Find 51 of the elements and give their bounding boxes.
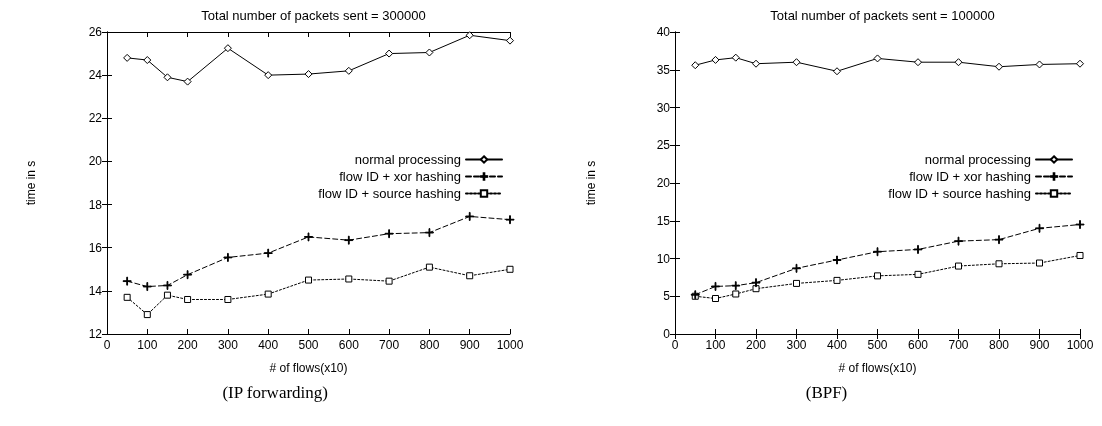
y-tick-label: 25 bbox=[656, 138, 671, 153]
x-tick-label: 900 bbox=[1029, 338, 1050, 352]
x-tick-label: 500 bbox=[867, 338, 888, 352]
x-tick-label: 500 bbox=[298, 338, 319, 352]
x-tick-label: 400 bbox=[826, 338, 848, 352]
legend-label: flow ID + source hashing bbox=[888, 186, 1031, 201]
text: (BPF) bbox=[805, 383, 848, 402]
legend-label: normal processing bbox=[924, 152, 1031, 167]
y-axis-title: time in s bbox=[584, 160, 598, 206]
x-tick-label: 600 bbox=[338, 338, 360, 352]
y-tick-label: 24 bbox=[88, 68, 103, 83]
x-tick-label: 900 bbox=[459, 338, 481, 352]
y-tick-label: 0 bbox=[663, 327, 671, 341]
y-tick-label: 14 bbox=[88, 283, 103, 298]
y-tick-label: 12 bbox=[88, 327, 103, 341]
y-tick-label: 22 bbox=[88, 111, 103, 126]
y-tick-label: 16 bbox=[88, 240, 103, 255]
x-tick-label: 600 bbox=[907, 338, 929, 352]
x-tick-label: 700 bbox=[948, 338, 969, 352]
y-tick-label: 20 bbox=[656, 176, 671, 190]
x-tick-label: 300 bbox=[217, 338, 239, 352]
text: (IP forwarding) bbox=[222, 383, 328, 402]
x-tick-label: 400 bbox=[258, 338, 279, 352]
x-tick-label: 100 bbox=[705, 338, 726, 352]
legend-label: flow ID + source hashing bbox=[318, 186, 461, 201]
y-tick-label: 20 bbox=[88, 154, 103, 169]
legend-label: flow ID + xor hashing bbox=[909, 169, 1031, 184]
x-tick-label: 200 bbox=[177, 338, 198, 352]
x-tick-label: 200 bbox=[745, 338, 767, 352]
x-axis-title: # of flows(x10) bbox=[838, 361, 917, 375]
x-tick-label: 700 bbox=[379, 338, 400, 352]
y-tick-label: 5 bbox=[663, 289, 671, 304]
y-tick-label: 18 bbox=[88, 197, 103, 212]
x-tick-label: 100 bbox=[137, 338, 158, 352]
x-tick-label: 300 bbox=[786, 338, 807, 352]
y-tick-label: 40 bbox=[656, 25, 671, 39]
x-axis-title: # of flows(x10) bbox=[269, 361, 348, 375]
chart-title: Total number of packets sent = 300000 bbox=[201, 8, 426, 23]
x-tick-label: 800 bbox=[419, 338, 440, 352]
y-tick-label: 30 bbox=[656, 100, 671, 115]
x-tick-label: 800 bbox=[988, 338, 1010, 352]
y-tick-label: 10 bbox=[656, 251, 671, 266]
y-tick-label: 26 bbox=[88, 25, 103, 39]
chart-title: Total number of packets sent = 100000 bbox=[770, 8, 995, 23]
y-tick-label: 35 bbox=[656, 62, 671, 77]
x-tick-label: 1000 bbox=[1066, 338, 1094, 352]
y-tick-label: 15 bbox=[656, 213, 671, 228]
x-tick-label: 1000 bbox=[496, 338, 524, 352]
legend-label: normal processing bbox=[354, 152, 461, 167]
y-axis-title: time in s bbox=[24, 160, 38, 206]
legend-label: flow ID + xor hashing bbox=[339, 169, 461, 184]
